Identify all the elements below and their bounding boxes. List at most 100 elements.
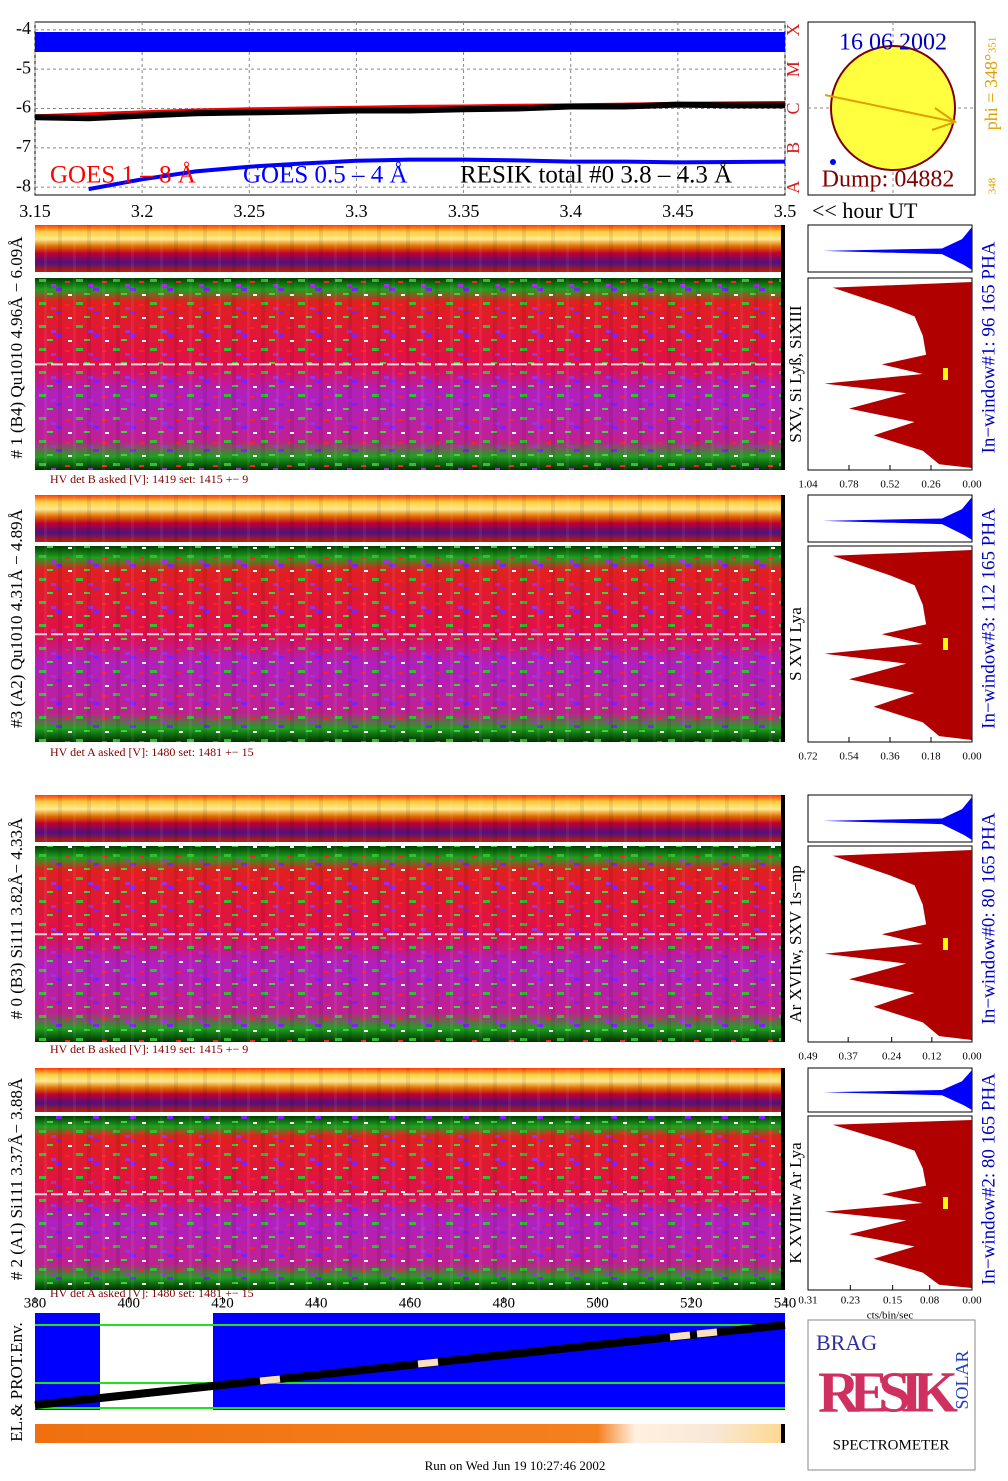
x-tick-label: 3.2 [131,201,154,221]
logo-brag: BRAG [816,1330,877,1355]
footer: Run on Wed Jun 19 10:27:46 2002 [425,1458,606,1473]
spot [830,159,836,165]
window-marker [943,638,948,650]
window-label: In−window#1: 96 165 PHA [978,241,999,453]
x-tick-label: 3.4 [559,201,582,221]
detector-label: # 0 (B3) Si111 3.82Å− 4.33Å [7,817,26,1019]
spectrum-profile [824,1120,972,1288]
flare-class: C [783,102,803,114]
edge-bar [781,795,785,1042]
series-line [34,101,785,122]
hist-tick-label: 0.54 [839,751,859,763]
spectrum-profile [824,550,972,740]
dump: Dump: 04882 [822,167,955,193]
y-tick-label: -7 [16,136,31,156]
hist-tick-label: 0.18 [921,751,941,763]
env-label: EL.& PROT.Env. [7,1322,26,1441]
hist-tick-label: 0.49 [798,1051,818,1063]
window-marker [943,938,948,950]
line-label: SXV, Si Lyß, SiXIII [786,305,805,442]
env-segment [696,1328,718,1338]
hist-tick-label: 0.37 [839,1051,859,1063]
hv-text: HV det A asked [V]: 1480 set: 1481 +− 15 [50,1286,254,1300]
y-tick-label: -4 [16,18,31,38]
band [35,32,785,52]
hist-unit: cts/bin/sec [867,1310,914,1322]
env-bar [35,1424,785,1443]
window-label: In−window#2: 80 165 PHA [978,1073,999,1285]
edge-bar [781,1424,785,1443]
hist-tick-label: 0.15 [883,1295,903,1307]
hist-tick-label: 0.52 [880,479,899,491]
legend-entry: RESIK total #0 3.8 – 4.3 Å [460,162,732,189]
hist-tick-label: 0.36 [880,751,900,763]
date: 16 06 2002 [839,30,947,56]
logo-frame [807,1319,976,1471]
spectrum-map-texture [35,278,781,470]
flare-class: B [783,142,803,154]
edge-bar [781,1068,785,1290]
hist-tick-label: 0.00 [962,751,982,763]
series-line [88,157,786,192]
phi-max: 351 [987,37,999,54]
line-label: S XVI Lya [786,607,805,681]
hist-tick-label: 0.08 [920,1295,940,1307]
y-tick-label: -8 [16,175,31,195]
spectrum-strip-texture [35,225,781,272]
sun-disk [830,45,956,171]
hist-tick-label: 0.00 [962,1051,982,1063]
spectrum-profile [824,850,972,1040]
x-tick-label: 3.35 [448,201,480,221]
pha-profile [823,227,972,270]
phi: phi = 348° [981,54,1001,130]
detector-label: #3 (A2) Qu1010 4.31Å − 4.89Å [7,508,26,727]
logo-resik: RESIK [818,1359,958,1424]
window-label: In−window#3: 112 165 PHA [978,508,999,729]
x-tick-label: 440 [305,1295,328,1311]
flare-class: X [783,23,803,36]
legend-entry: GOES 1 – 8 Å [50,162,196,189]
env-diagonal [34,1321,786,1409]
edge-bar [781,495,785,742]
pha-profile [823,497,972,540]
edge-bar [781,225,785,470]
pha-profile [823,797,972,840]
hist-tick-label: 0.78 [839,479,859,491]
hist-tick-label: 0.23 [841,1295,861,1307]
hist-tick-label: 0.72 [798,751,817,763]
hist-tick-label: 0.12 [922,1051,941,1063]
y-tick-label: -6 [16,97,31,117]
x-tick-label: 500 [586,1295,609,1311]
x-tick-label: 3.45 [662,201,694,221]
hv-text: HV det A asked [V]: 1480 set: 1481 +− 15 [50,745,254,759]
line-label: Ar XVIIw, SXV 1s−np [786,865,805,1022]
window-label: In−window#0: 80 165 PHA [978,812,999,1024]
x-tick-label: 460 [399,1295,422,1311]
window-marker [943,1197,948,1209]
spectrum-profile [824,282,972,468]
hv-text: HV det B asked [V]: 1419 set: 1415 +− 9 [50,1042,248,1056]
phi-arrow [824,94,956,123]
env-segment [417,1358,439,1368]
env-segment [669,1331,691,1341]
hv-text: HV det B asked [V]: 1419 set: 1415 +− 9 [50,472,248,486]
x-tick-label: 3.5 [774,201,797,221]
x-tick-label: 400 [118,1295,141,1311]
hist-tick-label: 1.04 [798,479,818,491]
x-tick-label: 540 [774,1295,797,1311]
line-label: K XVIIIw Ar Lya [786,1142,805,1264]
x-tick-label: 3.3 [345,201,368,221]
hist-tick-label: 0.00 [962,1295,982,1307]
hist-tick-label: 0.31 [798,1295,817,1307]
logo-spectrometer: SPECTROMETER [833,1437,950,1453]
x-tick-label: 380 [24,1295,47,1311]
x-axis-label: << hour UT [812,198,918,223]
x-tick-label: 3.15 [19,201,51,221]
detector-label: # 2 (A1) Si111 3.37Å− 3.88Å [7,1077,26,1280]
x-tick-label: 3.25 [234,201,266,221]
legend-entry: GOES 0.5 – 4 Å [243,162,408,189]
y-tick-label: -5 [16,57,31,77]
hist-tick-label: 0.24 [882,1051,902,1063]
phi-min: 348 [987,177,999,194]
